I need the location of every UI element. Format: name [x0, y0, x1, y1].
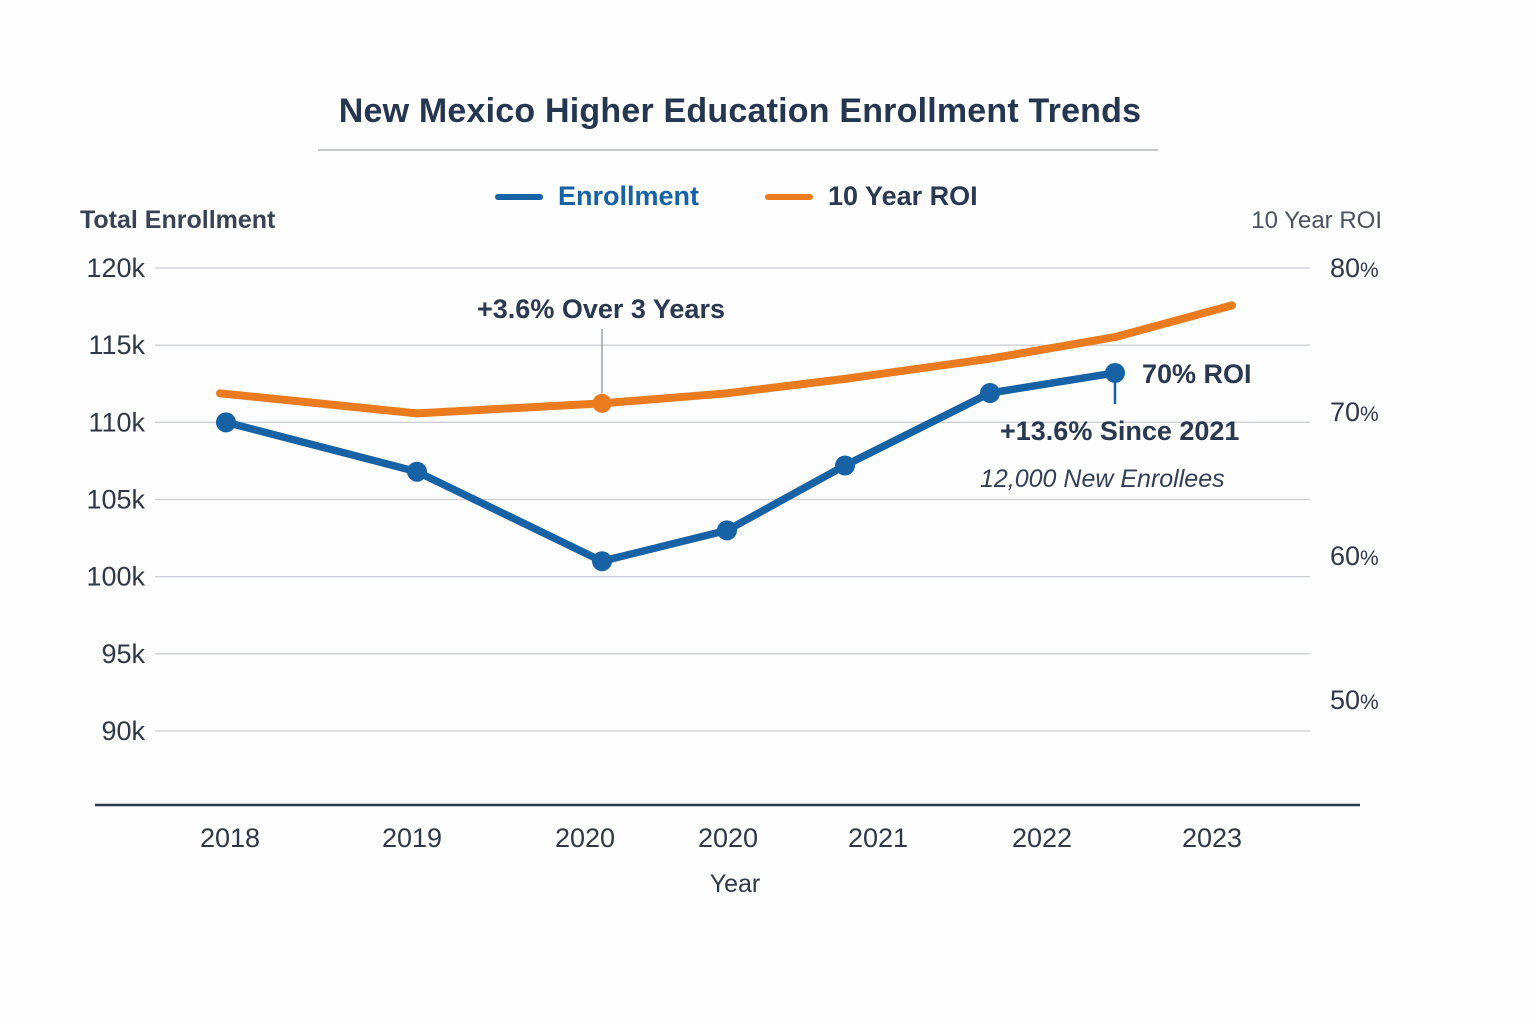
annotation-growth-since-2021: +13.6% Since 2021 — [1000, 416, 1240, 446]
y-right-tick-label: 80% — [1330, 253, 1379, 283]
annotation-70-percent-roi: 70% ROI — [1142, 359, 1252, 389]
x-tick-label: 2022 — [1012, 823, 1072, 853]
title-divider — [318, 149, 1158, 151]
legend-item-enrollment[interactable]: Enrollment — [495, 181, 699, 212]
enrollment-point-marker — [407, 461, 427, 482]
y-left-tick-label: 100k — [86, 562, 145, 592]
y-left-tick-label: 120k — [86, 253, 145, 283]
annotation-new-enrollees: 12,000 New Enrollees — [980, 465, 1225, 493]
enrollment-point-marker — [835, 455, 855, 476]
enrollment-point-marker — [216, 412, 236, 433]
chart-title: New Mexico Higher Education Enrollment T… — [338, 92, 1142, 130]
y-axis-right-title: 10 Year ROI — [1251, 207, 1382, 234]
x-tick-label: 2020 — [555, 823, 615, 853]
x-axis-title: Year — [709, 870, 761, 898]
legend: Enrollment 10 Year ROI — [495, 181, 978, 212]
y-left-tick-label: 95k — [101, 639, 145, 669]
x-tick-label: 2021 — [848, 823, 908, 853]
x-tick-label: 2023 — [1182, 823, 1242, 853]
roi-2020-marker — [592, 393, 612, 413]
y-right-tick-label: 60% — [1330, 541, 1379, 571]
legend-label-roi: 10 Year ROI — [828, 181, 978, 211]
enrollment-point-marker — [592, 551, 612, 572]
y-axis-left-title: Total Enrollment — [80, 206, 276, 234]
legend-item-roi[interactable]: 10 Year ROI — [765, 181, 978, 212]
y-right-tick-label: 50% — [1330, 685, 1379, 715]
enrollment-point-marker — [1105, 362, 1125, 383]
y-right-tick-label: 70% — [1330, 397, 1379, 427]
y-left-tick-label: 110k — [88, 407, 145, 437]
x-tick-label: 2019 — [382, 823, 442, 853]
x-tick-label: 2020 — [698, 823, 758, 853]
legend-label-enrollment: Enrollment — [558, 181, 700, 211]
y-left-tick-label: 115k — [88, 330, 145, 360]
y-left-tick-label: 90k — [101, 716, 145, 746]
annotation-roi-2020: +3.6% Over 3 Years — [477, 294, 725, 324]
y-left-tick-label: 105k — [86, 485, 145, 515]
enrollment-point-marker — [717, 520, 737, 541]
roi-swatch-icon — [765, 193, 814, 200]
enrollment-point-marker — [980, 383, 1000, 404]
x-tick-label: 2018 — [200, 823, 260, 853]
roi-line — [216, 301, 1236, 418]
enrollment-swatch-icon — [495, 193, 543, 200]
